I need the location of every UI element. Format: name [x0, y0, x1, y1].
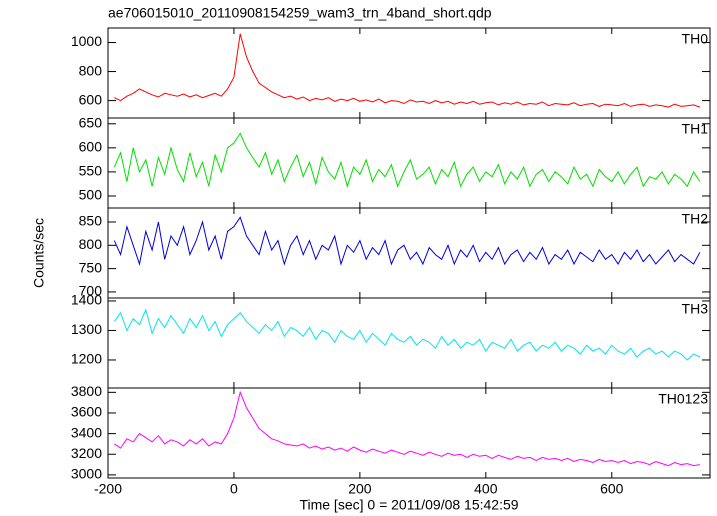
x-tick-label: 0 [230, 481, 238, 497]
series-label: TH0123 [658, 391, 708, 407]
x-tick-label: 200 [348, 481, 372, 497]
y-tick-label: 3400 [71, 424, 102, 440]
y-tick-label: 500 [79, 187, 103, 203]
panel-frame [107, 387, 711, 479]
series-label: TH3 [682, 301, 709, 317]
series-label: TH0 [682, 31, 709, 47]
y-axis-label: Counts/sec [31, 218, 47, 288]
y-tick-label: 1000 [71, 33, 102, 49]
y-tick-label: 650 [79, 114, 103, 130]
x-tick-label: 400 [474, 481, 498, 497]
x-tick-label: 600 [600, 481, 624, 497]
panel-frame [107, 207, 711, 299]
y-tick-label: 3800 [71, 383, 102, 399]
y-tick-label: 850 [79, 213, 103, 229]
y-tick-label: 1300 [71, 321, 102, 337]
light-curve [113, 132, 701, 189]
chart-title: ae706015010_20110908154259_wam3_trn_4ban… [108, 5, 492, 21]
panel-frame [107, 27, 711, 119]
y-tick-label: 600 [79, 91, 103, 107]
light-curve [114, 390, 700, 467]
y-tick-label: 1200 [71, 351, 102, 367]
y-tick-label: 700 [79, 283, 103, 299]
light-curve [114, 33, 701, 108]
y-tick-label: 3000 [71, 466, 102, 482]
y-tick-label: 550 [79, 163, 103, 179]
panel-frame [107, 297, 711, 389]
x-axis-label: Time [sec] 0 = 2011/09/08 15:42:59 [299, 497, 518, 513]
light-curve [113, 216, 701, 266]
y-tick-label: 800 [79, 62, 103, 78]
y-tick-label: 3200 [71, 445, 102, 461]
y-tick-label: 750 [79, 259, 103, 275]
y-tick-label: 3600 [71, 404, 102, 420]
y-tick-label: 1400 [71, 292, 102, 308]
light-curve [113, 308, 701, 361]
x-tick-label: -200 [94, 481, 122, 497]
series-label: TH1 [682, 121, 709, 137]
y-tick-label: 800 [79, 236, 103, 252]
y-tick-label: 600 [79, 139, 103, 155]
series-label: TH2 [682, 211, 709, 227]
